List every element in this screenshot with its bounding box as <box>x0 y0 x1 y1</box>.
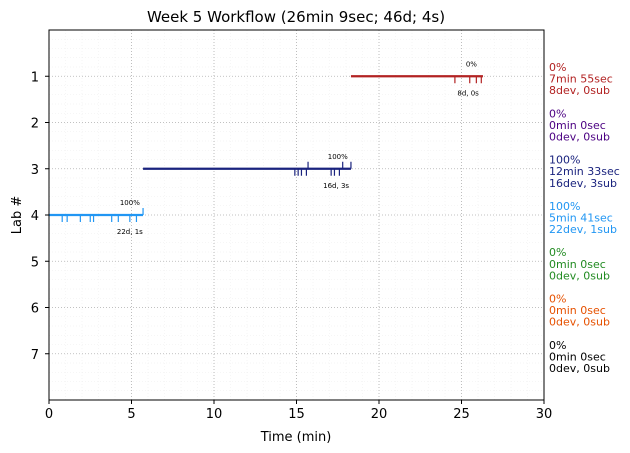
lab-1-summary-line: 7min 55sec <box>549 73 613 86</box>
y-axis-label: Lab # <box>10 196 25 235</box>
y-tick-label: 3 <box>31 163 39 178</box>
lab-1-summary-line: 8dev, 0sub <box>549 84 610 97</box>
y-tick-label: 2 <box>31 117 39 132</box>
lab-4-count-annotation: 22d, 1s <box>117 228 143 236</box>
lab-3-summary-line: 12min 33sec <box>549 165 620 178</box>
lab-7-summary-line: 0dev, 0sub <box>549 362 610 375</box>
lab-3-summary-line: 16dev, 3sub <box>549 177 617 190</box>
y-tick-label: 6 <box>31 302 39 317</box>
lab-6-summary-line: 0% <box>549 293 566 306</box>
lab-6-summary-line: 0min 0sec <box>549 304 606 317</box>
lab-5-summary-line: 0dev, 0sub <box>549 269 610 282</box>
chart-title: Week 5 Workflow (26min 9sec; 46d; 4s) <box>147 8 445 26</box>
lab-3-summary-line: 100% <box>549 154 580 167</box>
plot-data: 0% 8d, 0s 100% 16d, 3s 100% 22d, 1s <box>49 60 483 236</box>
lab-1-summary-line: 0% <box>549 61 566 74</box>
lab-6-summary-line: 0dev, 0sub <box>549 316 610 329</box>
lab-4-summary-line: 5min 41sec <box>549 212 613 225</box>
x-tick-label: 15 <box>288 407 305 422</box>
y-tick-label: 5 <box>31 255 39 270</box>
lab-4-summary-line: 22dev, 1sub <box>549 223 617 236</box>
lab-5-summary-line: 0min 0sec <box>549 258 606 271</box>
x-tick-label: 25 <box>453 407 470 422</box>
x-axis-label: Time (min) <box>260 430 332 445</box>
x-tick-label: 30 <box>536 407 553 422</box>
lab-2-summary-line: 0dev, 0sub <box>549 131 610 144</box>
lab-4-summary-line: 100% <box>549 200 580 213</box>
x-tick-label: 0 <box>45 407 53 422</box>
lab-2-summary-line: 0min 0sec <box>549 119 606 132</box>
lab-1-count-annotation: 8d, 0s <box>457 89 479 97</box>
lab-2-summary-line: 0% <box>549 107 566 120</box>
lab-3-pct-annotation: 100% <box>328 153 348 161</box>
lab-7-summary-line: 0% <box>549 339 566 352</box>
lab-4-pct-annotation: 100% <box>120 199 140 207</box>
x-tick-label: 5 <box>127 407 135 422</box>
lab-5-summary-line: 0% <box>549 246 566 259</box>
lab-1-pct-annotation: 0% <box>466 60 477 68</box>
x-tick-label: 10 <box>206 407 223 422</box>
x-tick-label: 20 <box>371 407 388 422</box>
lab-7-summary-line: 0min 0sec <box>549 350 606 363</box>
axes: 0 5 10 15 20 25 30 1 2 3 4 5 6 7 <box>31 70 553 422</box>
y-tick-label: 7 <box>31 348 39 363</box>
y-tick-label: 1 <box>31 70 39 85</box>
lab-3-count-annotation: 16d, 3s <box>323 182 349 190</box>
y-tick-label: 4 <box>31 209 39 224</box>
